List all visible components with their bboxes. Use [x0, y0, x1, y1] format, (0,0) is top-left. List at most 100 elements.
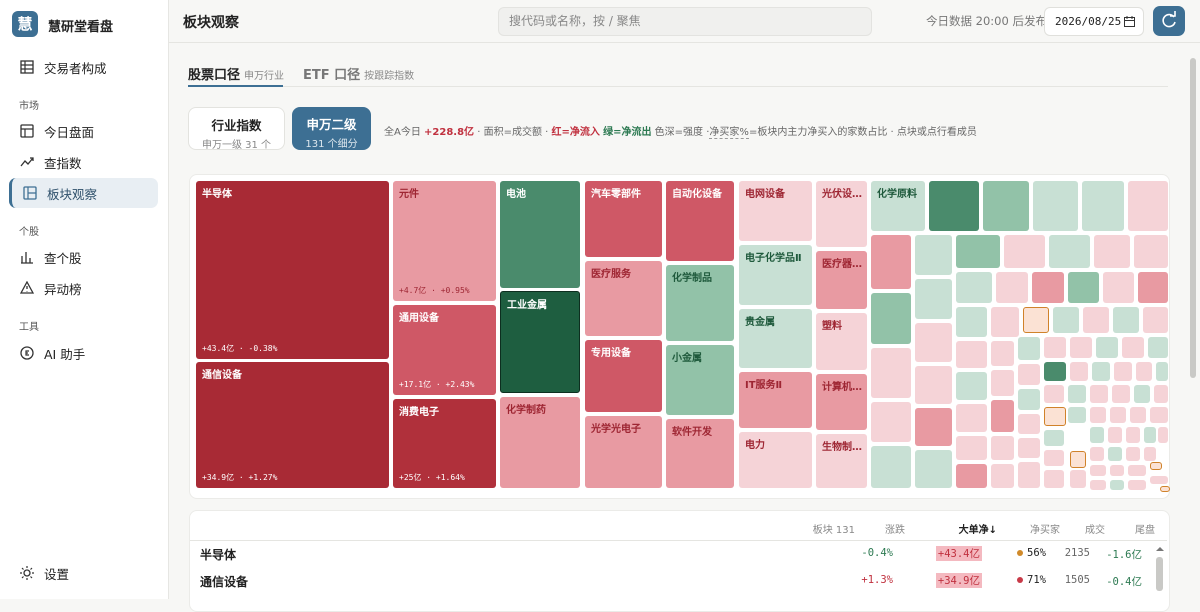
treemap-tile[interactable]	[915, 408, 952, 446]
treemap-tile[interactable]	[1126, 447, 1140, 461]
treemap-tile[interactable]: 通用设备 +17.1亿 · +2.43%	[393, 305, 496, 395]
table-row[interactable]	[190, 567, 1150, 593]
table-row[interactable]	[190, 540, 1150, 566]
toggle[interactable]: 行业指数 申万一级 31 个	[188, 107, 285, 151]
scrollbar[interactable]	[1156, 557, 1163, 591]
treemap-tile[interactable]	[1033, 181, 1078, 231]
treemap-tile[interactable]: IT服务Ⅱ	[739, 372, 812, 428]
treemap-tile[interactable]	[1018, 364, 1040, 385]
treemap-tile[interactable]	[1032, 272, 1064, 303]
treemap-tile[interactable]	[1110, 480, 1124, 490]
treemap-tile[interactable]: 电力	[739, 432, 812, 488]
treemap-tile[interactable]	[1128, 480, 1146, 490]
treemap-tile[interactable]: 化学制药	[500, 397, 580, 488]
treemap-tile[interactable]	[1154, 385, 1168, 403]
search-box[interactable]: 搜代码或名称，按 / 聚焦	[498, 7, 872, 36]
treemap-tile[interactable]	[1018, 414, 1040, 434]
nav-item[interactable]: 查指数	[9, 147, 158, 177]
treemap-tile[interactable]: 医疗服务	[585, 261, 662, 336]
treemap-tile[interactable]	[871, 446, 911, 488]
treemap-tile[interactable]	[915, 235, 952, 275]
treemap-tile[interactable]	[1110, 465, 1124, 476]
treemap-tile[interactable]: 计算机…	[816, 374, 867, 430]
treemap-tile[interactable]	[1053, 307, 1079, 333]
treemap-tile[interactable]: 光伏设…	[816, 181, 867, 247]
treemap-tile[interactable]: 消费电子 +25亿 · +1.64%	[393, 399, 496, 488]
treemap-tile[interactable]: 通信设备 +34.9亿 · +1.27%	[196, 362, 389, 488]
treemap-tile[interactable]	[1018, 389, 1040, 410]
toggle[interactable]: 申万二级 131 个细分	[292, 107, 371, 150]
treemap-tile[interactable]	[871, 348, 911, 398]
nav-item[interactable]: 查个股	[9, 242, 158, 272]
tab[interactable]: 股票口径 申万行业	[188, 64, 284, 83]
nav-item[interactable]: 板块观察	[9, 178, 158, 208]
treemap-tile[interactable]: 汽车零部件	[585, 181, 662, 257]
treemap-tile[interactable]: 元件 +4.7亿 · +0.95%	[393, 181, 496, 301]
treemap-tile[interactable]	[871, 293, 911, 344]
treemap-tile[interactable]	[1018, 462, 1040, 488]
treemap-tile[interactable]	[956, 372, 987, 400]
tab[interactable]: ETF 口径 按跟踪指数	[303, 64, 414, 83]
treemap-tile[interactable]	[956, 464, 987, 488]
treemap-tile[interactable]	[1144, 447, 1156, 461]
treemap-tile[interactable]	[1090, 447, 1104, 461]
treemap-tile[interactable]: 贵金属	[739, 309, 812, 368]
treemap-tile[interactable]	[983, 181, 1029, 231]
treemap-tile[interactable]	[1044, 470, 1064, 488]
treemap-tile[interactable]	[1158, 427, 1168, 443]
treemap-tile[interactable]	[1090, 385, 1108, 403]
treemap-tile[interactable]: 自动化设备	[666, 181, 734, 261]
treemap-tile[interactable]	[915, 366, 952, 404]
treemap-tile[interactable]	[1044, 337, 1066, 358]
treemap-tile[interactable]	[915, 450, 952, 488]
treemap-tile[interactable]	[1103, 272, 1134, 303]
treemap-tile[interactable]	[1150, 476, 1168, 484]
treemap-tile[interactable]: 塑料	[816, 313, 867, 370]
treemap-tile[interactable]	[1068, 407, 1086, 423]
treemap-tile[interactable]	[1108, 447, 1122, 461]
treemap-tile[interactable]	[1156, 362, 1168, 381]
treemap-tile[interactable]	[991, 436, 1014, 460]
treemap-tile[interactable]	[1134, 235, 1168, 268]
treemap-tile[interactable]	[991, 464, 1014, 488]
treemap-tile[interactable]	[1138, 272, 1168, 303]
treemap-tile[interactable]	[1148, 337, 1168, 358]
treemap-tile[interactable]	[1018, 438, 1040, 458]
treemap-tile[interactable]: 电子化学品Ⅱ	[739, 245, 812, 305]
treemap-tile[interactable]: 专用设备	[585, 340, 662, 412]
treemap-tile[interactable]	[1044, 362, 1066, 381]
treemap-tile[interactable]	[1126, 427, 1140, 443]
treemap-tile[interactable]	[1110, 407, 1126, 423]
treemap-tile[interactable]: 化学原料	[871, 181, 925, 231]
treemap-tile[interactable]	[1130, 407, 1146, 423]
treemap-tile[interactable]	[1044, 430, 1064, 446]
treemap-tile[interactable]	[1136, 362, 1152, 381]
treemap-tile[interactable]	[991, 400, 1014, 432]
refresh-button[interactable]	[1153, 6, 1185, 36]
treemap-tile[interactable]	[1143, 307, 1168, 333]
treemap-tile[interactable]: 半导体 +43.4亿 · -0.38%	[196, 181, 389, 359]
treemap-tile[interactable]	[956, 404, 987, 432]
treemap-tile[interactable]	[991, 341, 1014, 366]
nav-item[interactable]: 设置	[9, 558, 158, 588]
treemap-tile[interactable]	[1090, 427, 1104, 443]
treemap-tile[interactable]	[956, 341, 987, 368]
treemap-tile[interactable]	[1113, 307, 1139, 333]
treemap-tile[interactable]	[1083, 307, 1109, 333]
scrollbar[interactable]	[1190, 58, 1196, 378]
treemap-tile[interactable]	[956, 235, 1000, 268]
treemap-tile[interactable]	[915, 279, 952, 319]
treemap-tile[interactable]	[1092, 362, 1110, 381]
treemap-tile[interactable]	[1114, 362, 1132, 381]
treemap-tile[interactable]	[1122, 337, 1144, 358]
treemap-tile[interactable]	[991, 370, 1014, 396]
nav-item[interactable]: 今日盘面	[9, 116, 158, 146]
treemap-tile[interactable]	[1070, 362, 1088, 381]
treemap-tile[interactable]	[996, 272, 1028, 303]
treemap-tile[interactable]	[1108, 427, 1122, 443]
treemap-tile[interactable]: 光学光电子	[585, 416, 662, 488]
treemap-tile[interactable]	[915, 323, 952, 362]
treemap-tile[interactable]	[1090, 407, 1106, 423]
treemap-tile[interactable]	[956, 307, 987, 337]
date-picker[interactable]: 2026/08/25	[1044, 7, 1144, 36]
